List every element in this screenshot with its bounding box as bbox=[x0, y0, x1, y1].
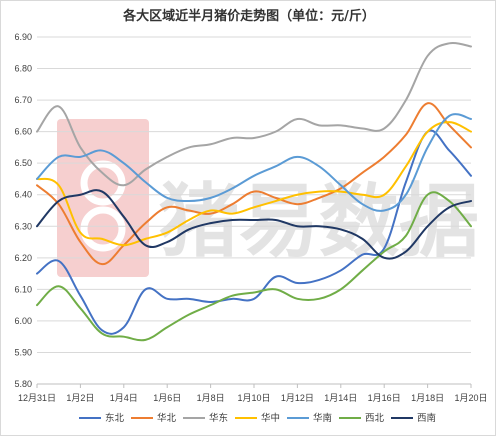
y-tick-label: 6.40 bbox=[14, 190, 32, 200]
pig-logo-icon bbox=[57, 119, 149, 277]
x-tick-label: 1月16日 bbox=[368, 393, 401, 403]
series-layer bbox=[36, 41, 472, 342]
legend-label: 西北 bbox=[365, 413, 385, 424]
x-tick-label: 1月10日 bbox=[237, 393, 270, 403]
legend-item: 西北 bbox=[339, 413, 385, 424]
x-tick-label: 1月6日 bbox=[153, 393, 181, 403]
x-tick-label: 1月20日 bbox=[454, 393, 487, 403]
series-line-1 bbox=[36, 102, 472, 266]
legend-item: 东北 bbox=[79, 412, 125, 424]
legend-item: 华中 bbox=[235, 412, 280, 424]
legend-label: 华东 bbox=[209, 412, 228, 424]
y-axis: 5.80 5.90 6.00 6.10 6.20 6.30 6.40 6.50 6.60 6.70… bbox=[14, 32, 32, 389]
x-tick-label: 1月2日 bbox=[66, 393, 94, 403]
y-tick-label: 6.70 bbox=[14, 95, 32, 105]
watermark: 猪易数据 bbox=[57, 119, 479, 277]
y-tick-label: 6.20 bbox=[14, 253, 32, 263]
grid bbox=[37, 36, 471, 385]
y-tick-label: 6.50 bbox=[14, 158, 32, 168]
y-tick-label: 6.10 bbox=[14, 284, 32, 294]
series-line-4 bbox=[36, 113, 472, 212]
legend-label: 西南 bbox=[417, 412, 436, 424]
series-line-2 bbox=[36, 41, 472, 187]
y-tick-label: 6.30 bbox=[14, 221, 32, 231]
x-tick-label: 1月14日 bbox=[324, 393, 357, 403]
x-axis: 12月31日 1月2日 1月4日 1月6日 1月8日 1月10日 1月12日 1月14日 1月1… bbox=[18, 384, 488, 403]
y-tick-label: 5.90 bbox=[14, 347, 32, 357]
legend-label: 华中 bbox=[261, 412, 280, 424]
legend: 东北 华北 华东 华中 华南 西北 西南 bbox=[79, 412, 436, 424]
legend-item: 华北 bbox=[131, 412, 177, 424]
legend-item: 西南 bbox=[391, 412, 436, 424]
x-tick-label: 1月18日 bbox=[411, 393, 444, 403]
legend-label: 东北 bbox=[105, 412, 125, 424]
watermark-text: 猪易数据 bbox=[159, 175, 479, 268]
x-tick-label: 1月4日 bbox=[110, 393, 138, 403]
series-line-3 bbox=[36, 121, 472, 247]
x-tick-label: 1月12日 bbox=[281, 393, 314, 403]
legend-item: 华东 bbox=[183, 412, 228, 424]
chart-title: 各大区域近半月猪价走势图（单位：元/斤） bbox=[122, 8, 375, 24]
y-tick-label: 6.80 bbox=[14, 64, 32, 74]
y-tick-label: 6.00 bbox=[14, 316, 32, 326]
series-line-6 bbox=[36, 189, 472, 260]
x-tick-label: 12月31日 bbox=[18, 393, 56, 403]
x-tick-label: 1月8日 bbox=[197, 393, 225, 403]
series-line-5 bbox=[36, 191, 472, 342]
legend-label: 华北 bbox=[157, 412, 177, 424]
legend-label: 华南 bbox=[313, 412, 332, 424]
y-tick-label: 6.60 bbox=[14, 127, 32, 137]
y-tick-label: 6.90 bbox=[14, 32, 32, 42]
legend-item: 华南 bbox=[287, 412, 332, 424]
y-tick-label: 5.80 bbox=[14, 379, 32, 389]
